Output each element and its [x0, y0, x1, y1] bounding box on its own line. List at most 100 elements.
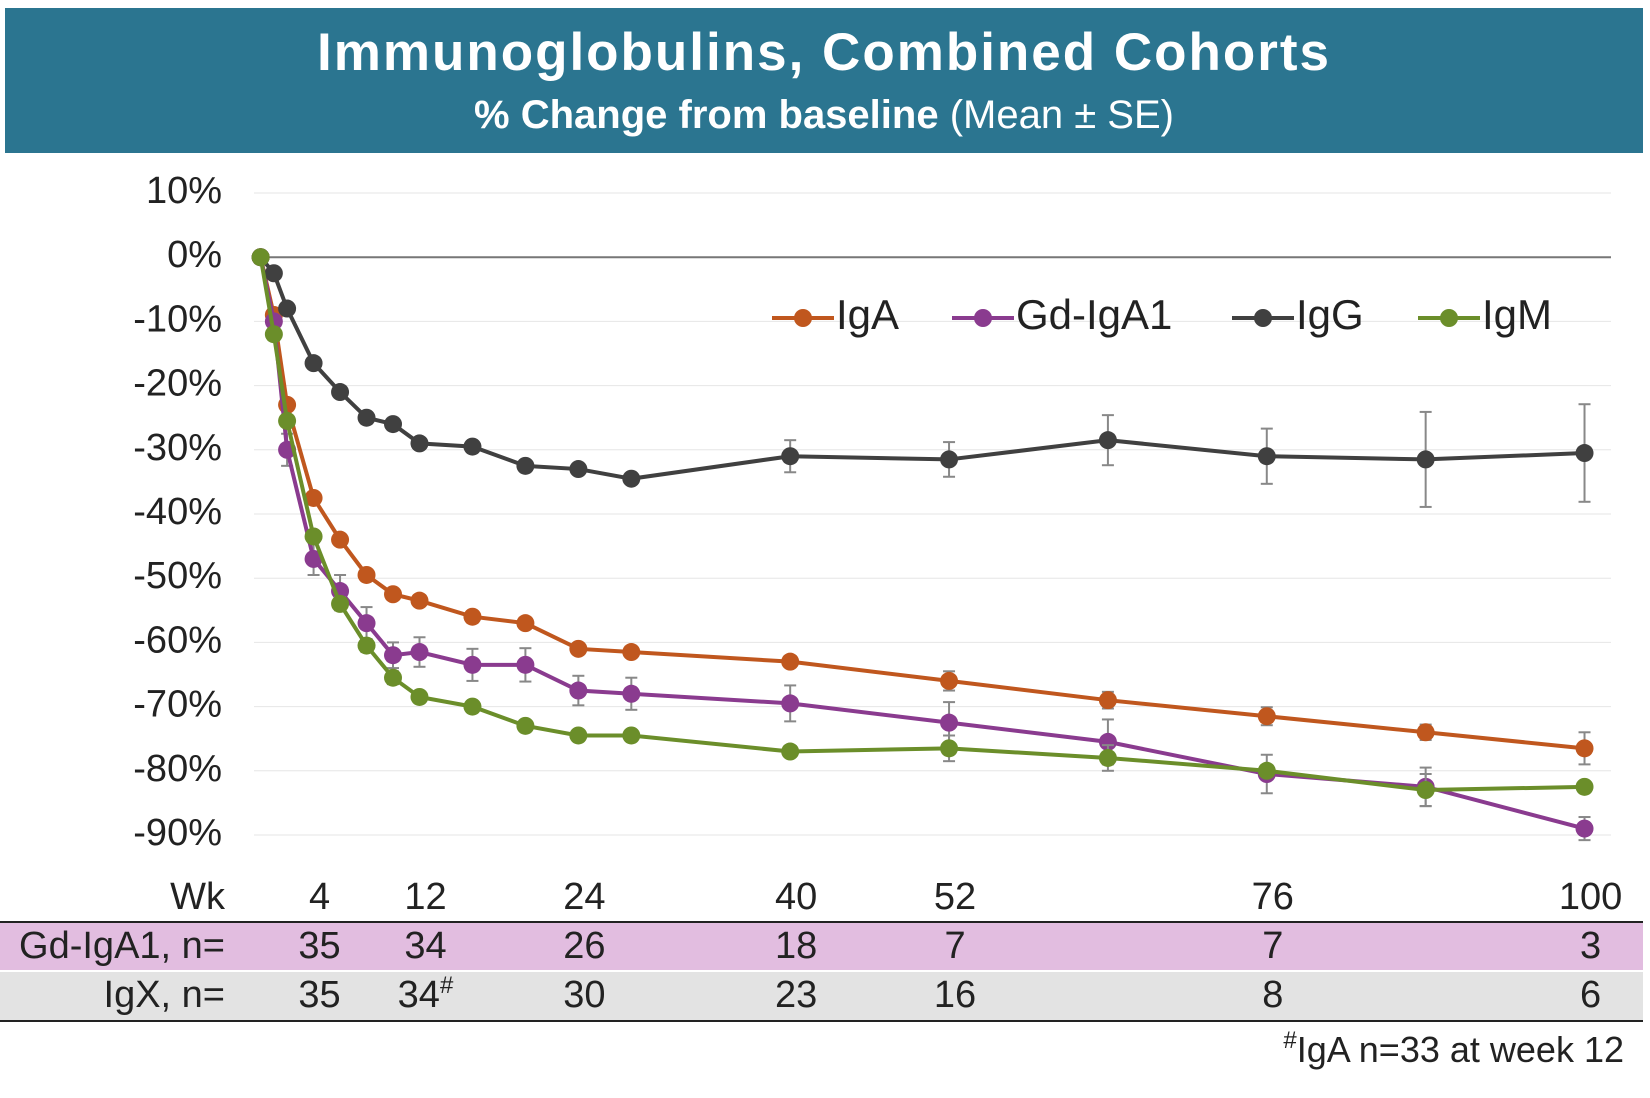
table-cell: 7 [1262, 925, 1283, 967]
series-line [258, 256, 1585, 751]
point [384, 646, 403, 665]
point [463, 697, 482, 716]
series [251, 248, 1594, 842]
table-cell: 6 [1580, 974, 1601, 1016]
table-cell: 35 [298, 925, 340, 967]
point [304, 549, 323, 568]
point [410, 434, 429, 453]
point [1257, 761, 1276, 780]
point [781, 652, 800, 671]
legend-label: IgA [836, 291, 899, 338]
title-banner [5, 8, 1643, 153]
x-tick-label: 100 [1559, 876, 1622, 918]
point [384, 415, 403, 434]
x-tick-label: 40 [775, 876, 817, 918]
point [1416, 450, 1435, 469]
x-tick-label: 24 [563, 876, 605, 918]
point [304, 354, 323, 373]
point [569, 460, 588, 479]
point [940, 450, 959, 469]
point [1416, 723, 1435, 742]
point [1575, 819, 1594, 838]
point [622, 469, 641, 488]
point [781, 447, 800, 466]
point [384, 668, 403, 687]
point [516, 456, 535, 475]
table-row-bg [0, 972, 1643, 1020]
y-tick-label: 10% [146, 170, 222, 212]
point [781, 694, 800, 713]
point [569, 726, 588, 745]
legend-label: IgG [1296, 291, 1364, 338]
point [384, 585, 403, 604]
table-row-bg [0, 923, 1643, 971]
legend-swatch-dot [1440, 309, 1458, 327]
cell-value: 34 [404, 925, 446, 967]
footnote-text: IgA n=33 at week 12 [1297, 1029, 1624, 1070]
point [331, 594, 350, 613]
point [463, 655, 482, 674]
point [781, 742, 800, 761]
point [251, 248, 270, 267]
series [251, 248, 1594, 766]
y-tick-label: -70% [133, 684, 222, 726]
y-tick-label: -40% [133, 491, 222, 533]
chart-subtitle: % Change from baseline (Mean ± SE) [474, 93, 1174, 137]
legend-swatch-dot [1254, 309, 1272, 327]
table-cell: 30 [563, 974, 605, 1016]
point [264, 325, 283, 344]
cell-value: 7 [1262, 925, 1283, 967]
point [1098, 748, 1117, 767]
y-tick-label: -20% [133, 363, 222, 405]
point [357, 614, 376, 633]
cell-value: 6 [1580, 974, 1601, 1016]
y-tick-label: -80% [133, 748, 222, 790]
point [357, 408, 376, 427]
cell-value: 30 [563, 974, 605, 1016]
legend-label: IgM [1482, 291, 1552, 338]
point [516, 716, 535, 735]
point [940, 671, 959, 690]
point [1098, 732, 1117, 751]
footnote: #IgA n=33 at week 12 [1283, 1027, 1624, 1069]
point [357, 565, 376, 584]
point [410, 687, 429, 706]
table-cell: 8 [1262, 974, 1283, 1016]
legend-item: IgG [1232, 291, 1364, 338]
point [622, 684, 641, 703]
series [251, 248, 1594, 508]
point [304, 527, 323, 546]
legend-item: Gd-IgA1 [952, 291, 1172, 338]
point [463, 607, 482, 626]
point [410, 591, 429, 610]
table-cell: 34# [398, 972, 454, 1016]
legend-swatch-dot [794, 309, 812, 327]
point [940, 739, 959, 758]
cell-value: 7 [944, 925, 965, 967]
point [1575, 777, 1594, 796]
cell-value: 34 [398, 974, 440, 1016]
point [516, 614, 535, 633]
series-line [258, 256, 1586, 831]
y-tick-label: -50% [133, 555, 222, 597]
point [331, 383, 350, 402]
x-tick-label: 4 [309, 876, 330, 918]
x-axis-label: Wk [170, 876, 226, 918]
x-tick-label: 52 [934, 876, 976, 918]
table-cell: 35 [298, 974, 340, 1016]
table-cell: 26 [563, 925, 605, 967]
point [1575, 444, 1594, 463]
x-tick-label: 76 [1252, 876, 1294, 918]
cell-value: 26 [563, 925, 605, 967]
point [410, 643, 429, 662]
subtitle-bold: % Change from baseline [474, 93, 939, 137]
y-tick-label: 0% [167, 234, 222, 276]
point [278, 299, 297, 318]
point [357, 636, 376, 655]
series-line [259, 255, 1585, 481]
cell-value: 8 [1262, 974, 1283, 1016]
point [463, 437, 482, 456]
point [278, 411, 297, 430]
point [331, 530, 350, 549]
point [940, 713, 959, 732]
